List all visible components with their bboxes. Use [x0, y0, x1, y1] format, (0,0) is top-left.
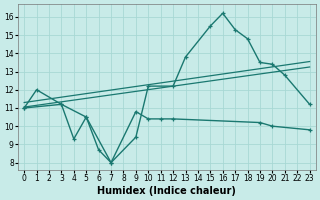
X-axis label: Humidex (Indice chaleur): Humidex (Indice chaleur)	[98, 186, 236, 196]
